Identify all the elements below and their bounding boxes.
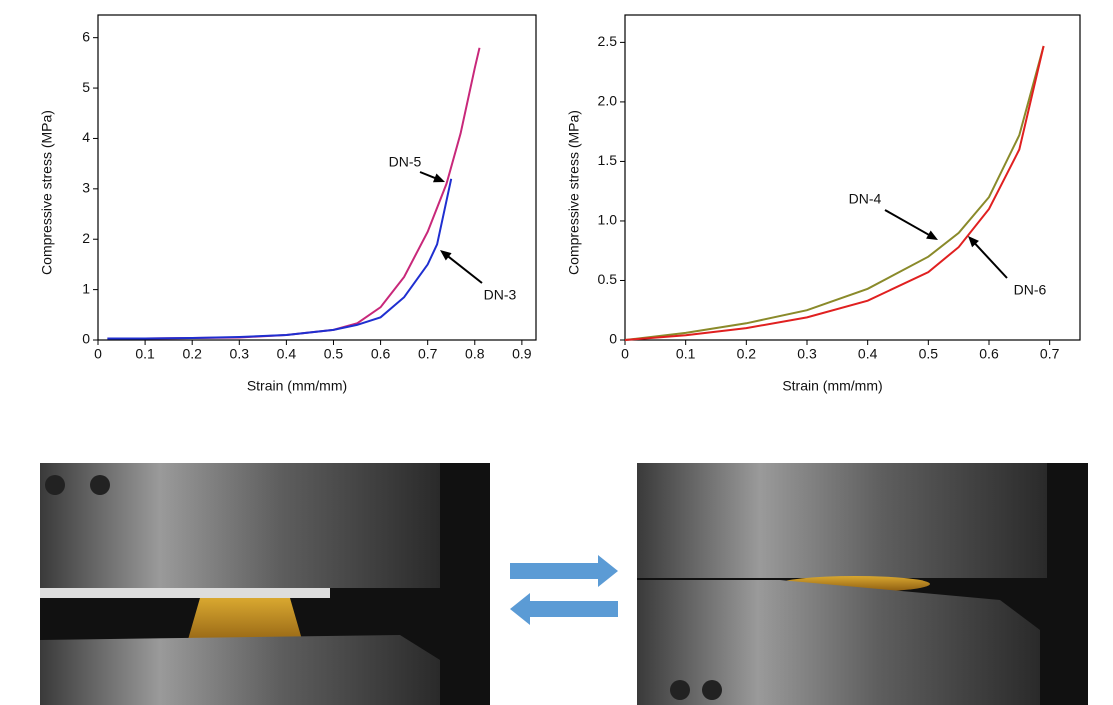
series-label: DN-4 bbox=[849, 191, 882, 207]
y-tick-label: 0 bbox=[609, 331, 617, 347]
x-tick-label: 0.6 bbox=[979, 346, 999, 362]
y-tick-label: 1.0 bbox=[598, 212, 618, 228]
y-tick-label: 2.5 bbox=[598, 33, 618, 49]
x-tick-label: 0.9 bbox=[512, 346, 532, 362]
x-tick-label: 0.1 bbox=[135, 346, 155, 362]
y-tick-label: 5 bbox=[82, 79, 90, 95]
y-tick-label: 4 bbox=[82, 129, 90, 145]
annotation-arrow bbox=[445, 254, 483, 284]
y-tick-label: 3 bbox=[82, 180, 90, 196]
x-tick-label: 0.4 bbox=[858, 346, 878, 362]
y-tick-label: 1 bbox=[82, 280, 90, 296]
y-tick-label: 0 bbox=[82, 331, 90, 347]
plot-frame bbox=[624, 14, 1081, 341]
x-tick-label: 0.5 bbox=[919, 346, 939, 362]
arrow-head bbox=[440, 250, 452, 261]
y-tick-label: 2 bbox=[82, 230, 90, 246]
arrow-head bbox=[926, 230, 938, 240]
y-axis-label: Compressive stress (MPa) bbox=[39, 110, 55, 275]
data-line bbox=[624, 45, 1045, 341]
x-tick-label: 0 bbox=[621, 346, 629, 362]
photo-right bbox=[637, 463, 1088, 705]
x-axis-label: Strain (mm/mm) bbox=[782, 378, 882, 394]
series-label: DN-3 bbox=[484, 287, 517, 303]
series-label: DN-6 bbox=[1014, 282, 1047, 298]
x-tick-label: 0.3 bbox=[230, 346, 250, 362]
photo-left bbox=[40, 463, 490, 705]
annotation-arrow bbox=[884, 209, 932, 237]
data-line bbox=[107, 47, 481, 340]
x-tick-label: 0.4 bbox=[277, 346, 297, 362]
annotation-arrow bbox=[972, 241, 1008, 279]
x-tick-label: 0.2 bbox=[737, 346, 757, 362]
x-tick-label: 0.3 bbox=[797, 346, 817, 362]
x-tick-label: 0.2 bbox=[182, 346, 202, 362]
x-tick-label: 0 bbox=[94, 346, 102, 362]
data-line bbox=[624, 45, 1045, 341]
x-tick-label: 0.5 bbox=[324, 346, 344, 362]
y-tick-label: 1.5 bbox=[598, 152, 618, 168]
x-tick-label: 0.6 bbox=[371, 346, 391, 362]
y-tick-label: 6 bbox=[82, 28, 90, 44]
series-label: DN-5 bbox=[389, 154, 422, 170]
x-tick-label: 0.7 bbox=[418, 346, 438, 362]
y-axis-label: Compressive stress (MPa) bbox=[566, 110, 582, 275]
data-line bbox=[107, 178, 453, 340]
arrow-head bbox=[968, 236, 979, 248]
annotation-arrow bbox=[419, 171, 438, 180]
x-tick-label: 0.7 bbox=[1040, 346, 1060, 362]
plot-frame bbox=[97, 14, 537, 341]
x-tick-label: 0.1 bbox=[676, 346, 696, 362]
exchange-arrows bbox=[510, 555, 618, 625]
x-tick-label: 0.8 bbox=[465, 346, 485, 362]
x-axis-label: Strain (mm/mm) bbox=[247, 378, 347, 394]
arrow-head bbox=[433, 173, 445, 183]
y-tick-label: 0.5 bbox=[598, 271, 618, 287]
y-tick-label: 2.0 bbox=[598, 93, 618, 109]
